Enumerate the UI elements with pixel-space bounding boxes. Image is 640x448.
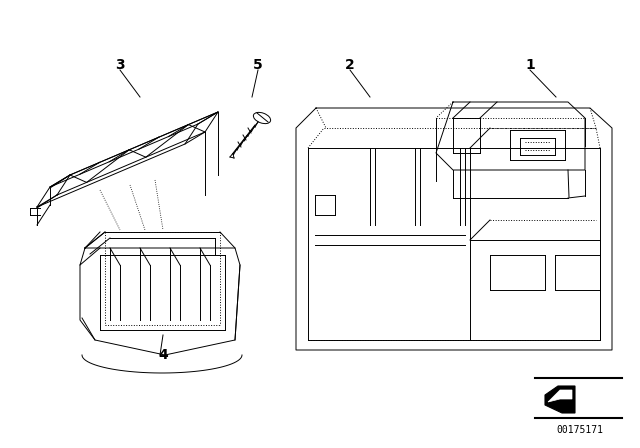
Text: 1: 1 [525, 58, 535, 72]
Text: 2: 2 [345, 58, 355, 72]
Text: 3: 3 [115, 58, 125, 72]
Text: 4: 4 [158, 348, 168, 362]
Polygon shape [548, 390, 572, 402]
Text: 5: 5 [253, 58, 263, 72]
Ellipse shape [253, 112, 271, 124]
Polygon shape [545, 386, 575, 413]
Text: 00175171: 00175171 [557, 425, 604, 435]
